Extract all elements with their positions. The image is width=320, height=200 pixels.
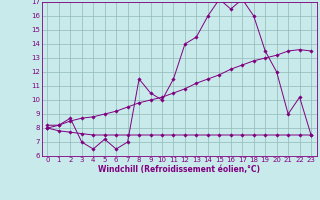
- X-axis label: Windchill (Refroidissement éolien,°C): Windchill (Refroidissement éolien,°C): [98, 165, 260, 174]
